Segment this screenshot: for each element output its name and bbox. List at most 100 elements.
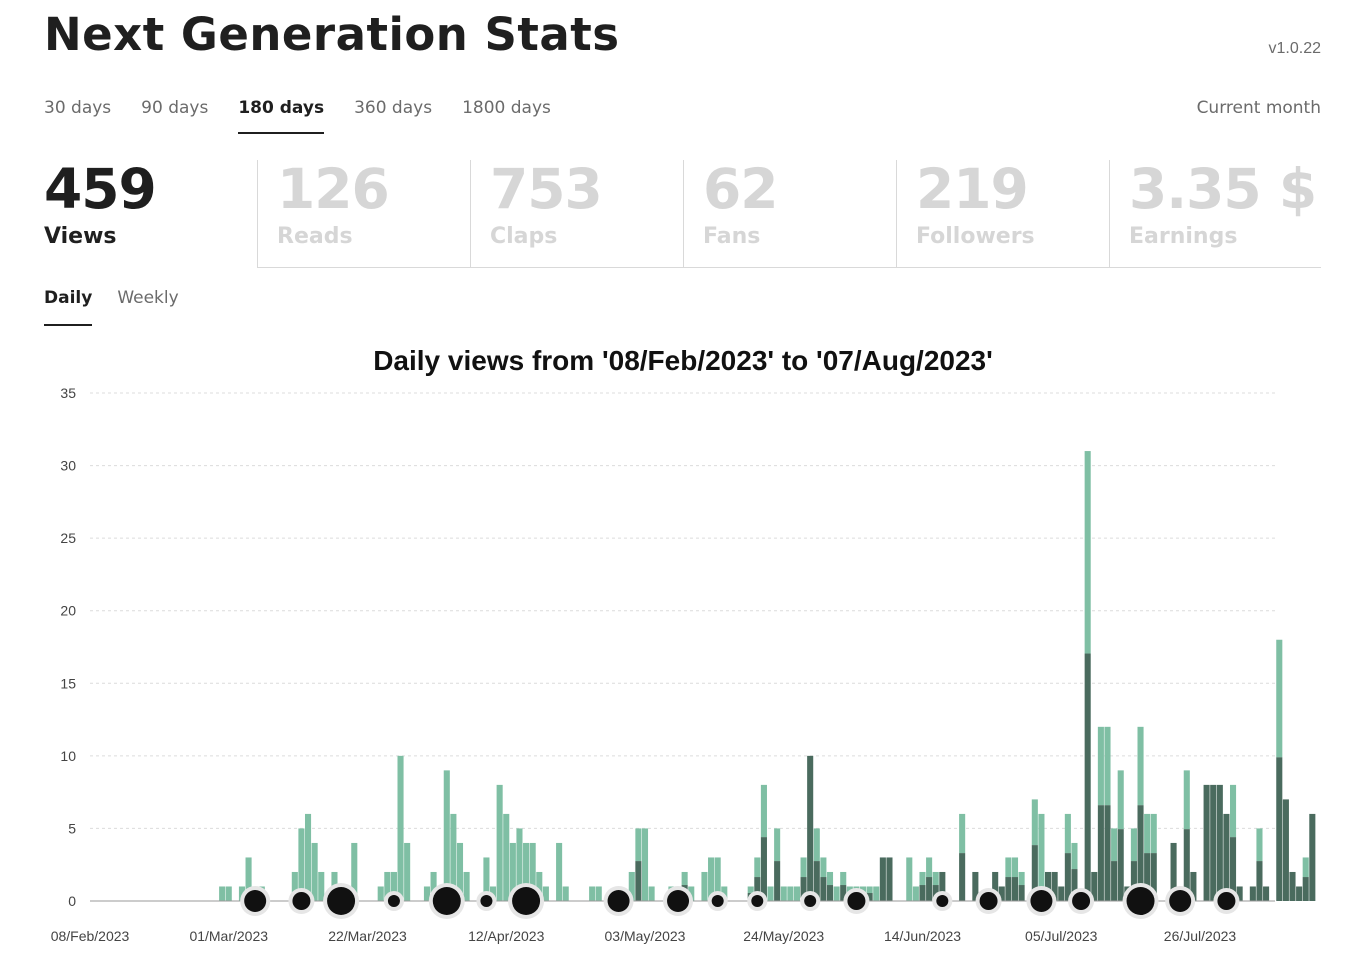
x-tick-label: 22/Mar/2023 (328, 928, 407, 944)
tab-180-days[interactable]: 180 days (238, 98, 325, 134)
bar-segment (919, 885, 926, 901)
bar (641, 828, 649, 901)
bar (298, 828, 305, 901)
x-tick-label: 08/Feb/2023 (51, 928, 130, 944)
bar (304, 813, 312, 901)
post-marker (512, 887, 541, 915)
bar (635, 828, 642, 862)
bar (1064, 813, 1071, 854)
post-marker (292, 892, 311, 910)
bar-segment (800, 877, 807, 901)
bar (754, 857, 761, 878)
bar (708, 857, 715, 901)
bar (813, 828, 820, 862)
x-tick-label: 12/Apr/2023 (468, 928, 544, 944)
tab-90-days[interactable]: 90 days (141, 98, 209, 118)
bar (542, 886, 549, 901)
stat-earnings-value: 3.35 $ (1129, 157, 1317, 221)
stat-earnings-label: Earnings (1129, 224, 1238, 249)
bar-segment (774, 861, 781, 901)
tab-360-days[interactable]: 360 days (354, 98, 433, 118)
post-marker (244, 890, 267, 912)
bar (509, 842, 516, 901)
bar (681, 871, 688, 886)
stat-claps-label: Claps (490, 224, 558, 249)
stat-claps[interactable]: 753 Claps (470, 160, 683, 268)
bar (430, 871, 437, 901)
bar (998, 886, 1005, 901)
post-marker (1217, 892, 1236, 910)
y-tick-label: 15 (60, 675, 76, 691)
bar (1084, 451, 1091, 654)
stat-followers-value: 219 (916, 157, 1029, 221)
bar (463, 871, 470, 901)
bar-segment (1104, 805, 1111, 901)
bar (1038, 813, 1045, 901)
stat-fans-label: Fans (703, 224, 761, 249)
bar-segment (1130, 861, 1137, 901)
tab-30-days[interactable]: 30 days (44, 98, 112, 118)
bar (536, 871, 543, 901)
bar (912, 886, 919, 901)
stat-earnings[interactable]: 3.35 $ Earnings (1109, 160, 1321, 268)
bar-segment (826, 885, 834, 901)
bar (377, 886, 384, 901)
stat-fans[interactable]: 62 Fans (683, 160, 896, 268)
bar (483, 857, 490, 901)
bar-series (219, 451, 1316, 901)
bar (1183, 770, 1190, 830)
y-tick-label: 35 (60, 385, 76, 401)
bar (866, 886, 873, 894)
bar (1276, 639, 1283, 758)
bar (688, 886, 695, 901)
bar-segment (1018, 885, 1025, 901)
stat-followers[interactable]: 219 Followers (896, 160, 1109, 268)
bar (397, 755, 404, 901)
stat-reads-value: 126 (277, 157, 390, 221)
bar (1018, 871, 1025, 886)
post-marker (432, 887, 461, 915)
bar (1210, 784, 1217, 901)
post-marker (1169, 890, 1192, 912)
bar-segment (866, 893, 873, 901)
bar (1005, 857, 1012, 878)
bar-segment (1256, 861, 1263, 901)
post-marker (1126, 887, 1155, 915)
bar (906, 857, 913, 901)
bar-segment (1302, 877, 1309, 901)
stat-reads[interactable]: 126 Reads (257, 160, 470, 268)
bar-segment (1276, 757, 1283, 901)
bar (1091, 871, 1098, 901)
bar-segment (1144, 853, 1151, 901)
bar-segment (1071, 869, 1078, 901)
bar-segment (813, 861, 820, 901)
bar (1216, 784, 1223, 901)
bar (826, 871, 834, 886)
bar (760, 784, 767, 838)
stat-views[interactable]: 459 Views (44, 160, 257, 268)
y-tick-label: 30 (60, 458, 76, 474)
bar-segment (754, 877, 761, 901)
bar (628, 871, 635, 901)
bar (423, 886, 431, 901)
bar-segment (1150, 853, 1157, 901)
bar (1011, 857, 1019, 878)
bar (496, 784, 503, 901)
bar (1031, 799, 1038, 846)
bar (767, 886, 774, 901)
tab-daily[interactable]: Daily (44, 288, 93, 326)
bar (1282, 799, 1289, 901)
bar (1097, 726, 1104, 806)
bar (351, 842, 358, 901)
post-marker (979, 892, 998, 910)
bar (1144, 813, 1151, 854)
current-month-link[interactable]: Current month (1196, 98, 1321, 118)
bar (1309, 813, 1316, 901)
bar-segment (1064, 853, 1071, 901)
bar-segment (959, 853, 966, 901)
tab-1800-days[interactable]: 1800 days (462, 98, 551, 118)
bar (1111, 828, 1118, 862)
post-marker (327, 887, 356, 915)
bar-segment (1031, 845, 1038, 901)
tab-weekly[interactable]: Weekly (117, 288, 179, 308)
